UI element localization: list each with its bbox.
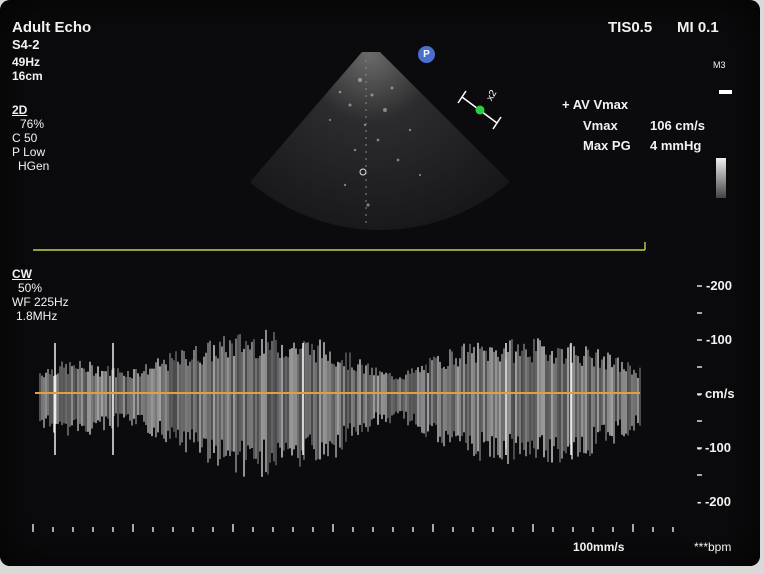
scale-label-200: -200 xyxy=(706,278,733,293)
2d-title: 2D xyxy=(12,103,28,117)
scale-label-100: -100 xyxy=(706,332,733,347)
2d-power: P Low xyxy=(12,145,46,159)
frame-rate: 49Hz xyxy=(12,55,41,69)
cw-title: CW xyxy=(12,267,32,281)
2d-compression: C 50 xyxy=(12,131,38,145)
sector-fan xyxy=(250,52,510,231)
sector-speckle xyxy=(328,78,422,207)
pg-value: 4 mmHg xyxy=(650,138,702,153)
cw-gain: 50% xyxy=(18,281,43,295)
caliper-marker xyxy=(475,105,485,115)
cw-wall-filter: WF 225Hz xyxy=(12,295,69,309)
pg-label: Max PG xyxy=(583,138,631,153)
scale-label-neg100: - -100 xyxy=(697,440,731,455)
tis-value: TIS0.5 xyxy=(608,19,653,36)
2d-gain: 76% xyxy=(20,117,45,131)
vmax-label: Vmax xyxy=(583,118,618,133)
heart-rate: ***bpm xyxy=(694,540,732,554)
vmax-value: 106 cm/s xyxy=(650,118,705,133)
exam-mode: Adult Echo xyxy=(12,19,92,36)
spectral-envelope xyxy=(39,329,641,477)
depth: 16cm xyxy=(12,69,43,83)
map-label: M3 xyxy=(713,60,726,70)
map-indicator xyxy=(719,90,732,94)
time-ticks xyxy=(32,524,674,532)
grayscale-bar xyxy=(716,158,726,198)
mi-value: MI 0.1 xyxy=(677,19,719,36)
measure-label: AV Vmax xyxy=(572,97,629,112)
2d-sector-image: x2 xyxy=(33,52,646,251)
scale-label-neg200: - -200 xyxy=(697,494,731,509)
cw-frequency: 1.8MHz xyxy=(16,309,58,323)
sweep-speed: 100mm/s xyxy=(573,540,625,554)
probe-orientation-icon: P xyxy=(418,46,435,63)
probe-name: S4-2 xyxy=(12,37,40,52)
scale-label-cms: - cm/s xyxy=(697,386,735,401)
2d-frequency: HGen xyxy=(18,159,50,173)
sample-marker xyxy=(359,168,367,176)
measure-title: + AV Vmax xyxy=(562,98,628,112)
crosshair-icon: + xyxy=(562,97,570,112)
velocity-scale-ticks xyxy=(697,285,702,476)
